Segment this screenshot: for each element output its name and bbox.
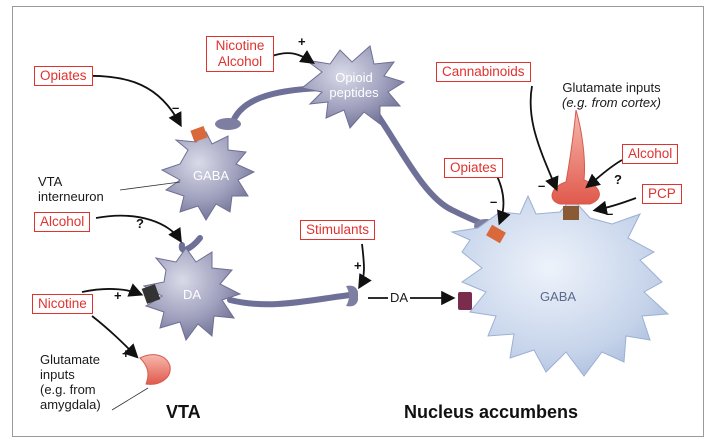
sign-plus-nicotine-da: + bbox=[114, 288, 122, 303]
glutamate-receptor bbox=[563, 206, 579, 220]
glutamate-cortex-terminal bbox=[551, 109, 600, 205]
sign-plus-nicotine-glut: + bbox=[122, 346, 130, 361]
label-stimulants: Stimulants bbox=[300, 220, 376, 240]
label-pcp: PCP bbox=[642, 184, 682, 204]
cell-opioid-line1: Opioid bbox=[335, 70, 373, 85]
label-alcohol-top: Alcohol bbox=[217, 54, 263, 69]
sign-minus-opiates-nac: – bbox=[490, 194, 498, 209]
cell-opioid-line2: peptides bbox=[329, 85, 379, 100]
label-cannabinoids: Cannabinoids bbox=[436, 62, 531, 82]
region-nac: Nucleus accumbens bbox=[404, 402, 579, 422]
da-receptor bbox=[458, 292, 472, 310]
da-neuron bbox=[142, 247, 242, 342]
sign-minus-pcp: – bbox=[606, 206, 614, 221]
opioid-peptides-neuron bbox=[300, 45, 406, 129]
text-amygdala-line2: inputs bbox=[40, 367, 75, 382]
arrows bbox=[79, 50, 637, 359]
region-vta: VTA bbox=[166, 402, 201, 422]
sign-plus-stimulants: + bbox=[354, 258, 362, 273]
text-glutamate-cortex-line1: Glutamate inputs bbox=[562, 80, 661, 95]
interneuron-pointer bbox=[119, 181, 181, 191]
text-amygdala-line3: (e.g. from bbox=[40, 382, 96, 397]
vta-gaba-neuron bbox=[160, 131, 256, 221]
text-amygdala-line1: Glutamate bbox=[40, 352, 100, 367]
label-nicotine-vta: Nicotine bbox=[32, 294, 93, 314]
label-nicotine-top: Nicotine bbox=[215, 38, 265, 53]
cell-opioid-peptides: Opioid peptides bbox=[318, 70, 390, 100]
figure-frame bbox=[12, 6, 704, 437]
terminal-da bbox=[346, 285, 358, 307]
sign-question-alcohol-vta: ? bbox=[136, 216, 144, 231]
sign-question-alcohol-nac: ? bbox=[614, 172, 622, 187]
text-interneuron-line: interneuron bbox=[38, 189, 104, 204]
text-vta-interneuron: VTA interneuron bbox=[38, 174, 104, 204]
sign-minus-cannabinoids: – bbox=[538, 178, 546, 193]
text-glutamate-cortex-line2: (e.g. from cortex) bbox=[562, 95, 661, 110]
label-alcohol-vta: Alcohol bbox=[34, 212, 91, 232]
label-nicotine-alcohol-top: Nicotine Alcohol bbox=[206, 36, 274, 72]
text-da-release: DA bbox=[388, 290, 411, 305]
nac-gaba-neuron bbox=[450, 194, 670, 377]
text-glutamate-amygdala: Glutamate inputs (e.g. from amygdala) bbox=[40, 352, 101, 412]
glutamate-amygdala-terminal bbox=[139, 354, 171, 385]
cell-gaba-nac: GABA bbox=[539, 289, 577, 304]
text-amygdala-line4: amygdala) bbox=[40, 397, 101, 412]
sign-minus-opiates-vta: – bbox=[172, 100, 180, 115]
text-glutamate-cortex: Glutamate inputs (e.g. from cortex) bbox=[562, 80, 661, 110]
vta-opiate-receptor bbox=[190, 125, 208, 143]
sign-plus-nicotine-alcohol: + bbox=[298, 34, 306, 49]
text-vta-line: VTA bbox=[38, 174, 63, 189]
label-alcohol-nac: Alcohol bbox=[622, 144, 679, 164]
cell-da: DA bbox=[182, 287, 202, 302]
terminal-vta bbox=[215, 118, 241, 130]
cell-gaba-vta: GABA bbox=[192, 168, 230, 183]
nac-opiate-receptor bbox=[486, 224, 506, 244]
nicotine-receptor bbox=[141, 284, 161, 304]
label-opiates-nac: Opiates bbox=[444, 158, 503, 178]
axon-paths bbox=[178, 85, 489, 308]
amygdala-pointer bbox=[111, 387, 149, 411]
label-opiates-vta: Opiates bbox=[34, 66, 93, 86]
